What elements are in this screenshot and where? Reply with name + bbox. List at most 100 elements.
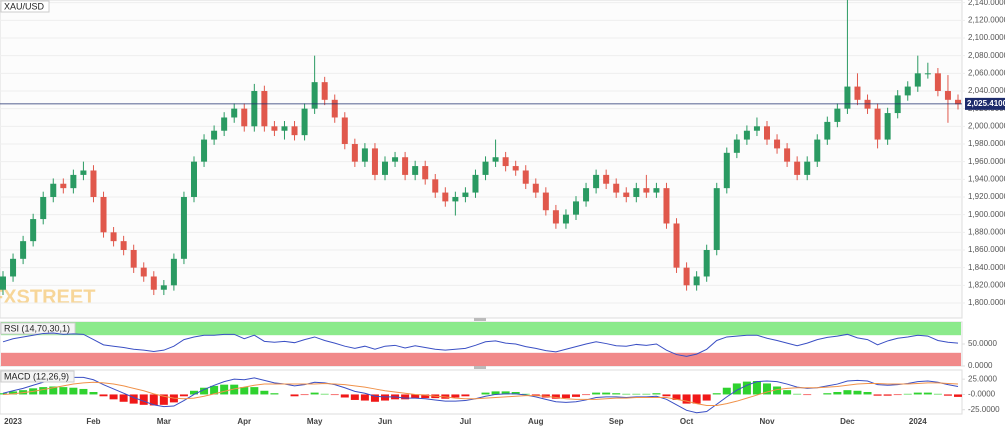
rsi-line	[2, 332, 959, 357]
y-tick-label: 2,040.0000	[968, 86, 1005, 95]
histogram-bar	[582, 394, 591, 396]
y-tick-label: 1,940.0000	[968, 174, 1005, 183]
candle-body	[432, 179, 439, 193]
histogram-bar	[119, 394, 128, 402]
candle-body	[50, 183, 57, 197]
candle-body	[452, 196, 459, 202]
candle-body	[80, 170, 87, 175]
histogram-bar	[873, 394, 882, 396]
histogram-bar	[149, 394, 158, 406]
x-tick-label: Apr	[237, 417, 251, 426]
histogram-bar	[461, 394, 470, 397]
histogram-bar	[240, 387, 249, 395]
histogram-bar	[823, 393, 832, 395]
pane-handle[interactable]	[474, 366, 486, 369]
candle-body	[341, 117, 348, 144]
histogram-bar	[401, 394, 410, 400]
histogram-bar	[592, 392, 601, 395]
histogram-bar	[561, 394, 570, 399]
histogram-bar	[360, 394, 369, 401]
candle-body	[774, 139, 781, 149]
histogram-bar	[451, 394, 460, 398]
histogram-bar	[933, 393, 942, 395]
candle-body	[382, 161, 388, 175]
histogram-bar	[612, 393, 621, 395]
histogram-bar	[381, 394, 389, 401]
candle-body	[844, 86, 851, 109]
candle-body	[261, 90, 268, 127]
candle-body	[90, 170, 97, 197]
x-tick-label: May	[307, 417, 323, 426]
pane-title: RSI (14,70,30,1)	[4, 323, 70, 333]
candle-body	[100, 196, 107, 233]
x-tick-label: Feb	[86, 417, 100, 426]
oversold-band	[1, 352, 961, 366]
candle-body	[60, 183, 67, 189]
title-box	[0, 370, 75, 383]
histogram-bar	[853, 390, 862, 395]
histogram-bar	[89, 392, 98, 395]
histogram-bar	[230, 384, 239, 395]
y-tick-label: 1,820.0000	[968, 280, 1005, 289]
x-tick-label: Sep	[609, 417, 624, 426]
candle-body	[361, 148, 368, 162]
histogram-bar	[954, 394, 962, 397]
candle-body	[512, 166, 519, 171]
histogram-bar	[783, 390, 792, 395]
y-tick-label: 1,860.0000	[968, 245, 1005, 254]
histogram-bar	[943, 394, 952, 396]
candle-body	[834, 108, 841, 122]
histogram-bar	[803, 394, 812, 396]
candle-body	[693, 276, 700, 286]
histogram-bar	[632, 393, 641, 395]
histogram-bar	[250, 387, 259, 395]
histogram-bar	[270, 393, 279, 395]
pane-handle[interactable]	[474, 318, 486, 321]
candle-body	[30, 219, 37, 242]
candle-body	[733, 139, 740, 153]
histogram-bar	[501, 391, 510, 395]
candle-body	[201, 139, 208, 162]
histogram-bar	[642, 393, 651, 395]
histogram-bar	[531, 394, 540, 396]
candle-body	[402, 157, 409, 175]
candle-body	[271, 126, 278, 131]
candle-body	[0, 276, 6, 290]
candle-body	[371, 148, 378, 175]
pane-title: XAU/USD	[4, 1, 45, 11]
x-tick-label: Nov	[759, 417, 775, 426]
histogram-bar	[903, 393, 912, 395]
histogram-bar	[843, 390, 852, 395]
candle-body	[331, 99, 338, 118]
candle-body	[794, 161, 801, 175]
candle-body	[874, 108, 881, 140]
candle-body	[603, 174, 610, 184]
histogram-bar	[551, 394, 560, 399]
histogram-bar	[923, 392, 932, 395]
histogram-bar	[39, 387, 48, 395]
histogram-bar	[421, 394, 430, 399]
histogram-bar	[893, 394, 902, 396]
histogram-bar	[773, 386, 782, 395]
candle-body	[583, 188, 590, 202]
x-tick-label: Dec	[840, 417, 855, 426]
histogram-bar	[763, 383, 771, 395]
y-tick-label: 2,100.0000	[968, 33, 1005, 42]
x-tick-label: Jun	[378, 417, 392, 426]
candle-body	[321, 82, 328, 100]
histogram-bar	[49, 386, 58, 395]
candle-body	[743, 130, 750, 140]
histogram-bar	[69, 387, 78, 395]
candle-body	[351, 143, 358, 162]
candle-body	[884, 113, 891, 140]
histogram-bar	[491, 391, 500, 395]
histogram-bar	[742, 381, 751, 395]
histogram-bar	[672, 394, 681, 400]
y-tick-label: -0.0000	[968, 390, 996, 399]
histogram-bar	[79, 388, 88, 395]
candle-body	[854, 86, 861, 100]
x-tick-label: 2024	[909, 417, 927, 426]
histogram-bar	[722, 387, 731, 395]
candle-body	[613, 183, 620, 193]
